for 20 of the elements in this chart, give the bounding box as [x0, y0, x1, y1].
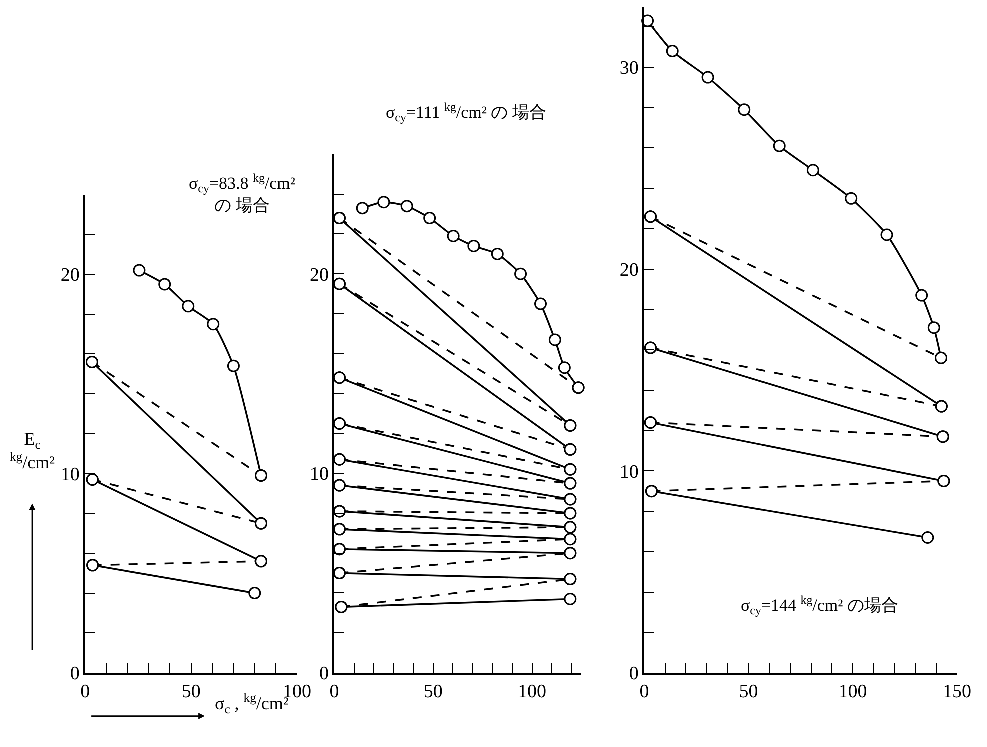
x-tick-label: 50	[739, 682, 758, 703]
text: σ$_{cy}$=144 $^{kg}$/cm² の場合	[741, 593, 898, 618]
y-tick-label: 30	[620, 58, 639, 80]
x-tick-label: 100	[518, 682, 546, 703]
chart-title: σ$_{cy}$=111 $^{kg}$/cm² の 場合	[386, 100, 546, 125]
y-tick-label: 20	[620, 260, 639, 281]
y-tick-label: 10	[620, 462, 639, 483]
y-tick-label: 0	[70, 664, 80, 685]
y-tick-label: 10	[60, 464, 80, 486]
x-tick-label: 50	[182, 682, 201, 703]
y-tick-label: 0	[629, 664, 639, 685]
x-tick-label: 100	[838, 682, 868, 703]
y-tick-label: 20	[310, 264, 329, 286]
y-axis-title: E$_{c}$ $^{kg}$/cm²	[10, 429, 55, 472]
x-tick-label: 150	[943, 682, 972, 703]
y-tick-label: 10	[310, 464, 329, 486]
chart-title: σ$_{cy}$=83.8 $^{kg}$/cm² の 場合	[189, 171, 296, 216]
y-tick-label: 0	[319, 664, 329, 685]
x-tick-label: 50	[424, 682, 443, 703]
y-tick-label: 20	[60, 265, 80, 286]
